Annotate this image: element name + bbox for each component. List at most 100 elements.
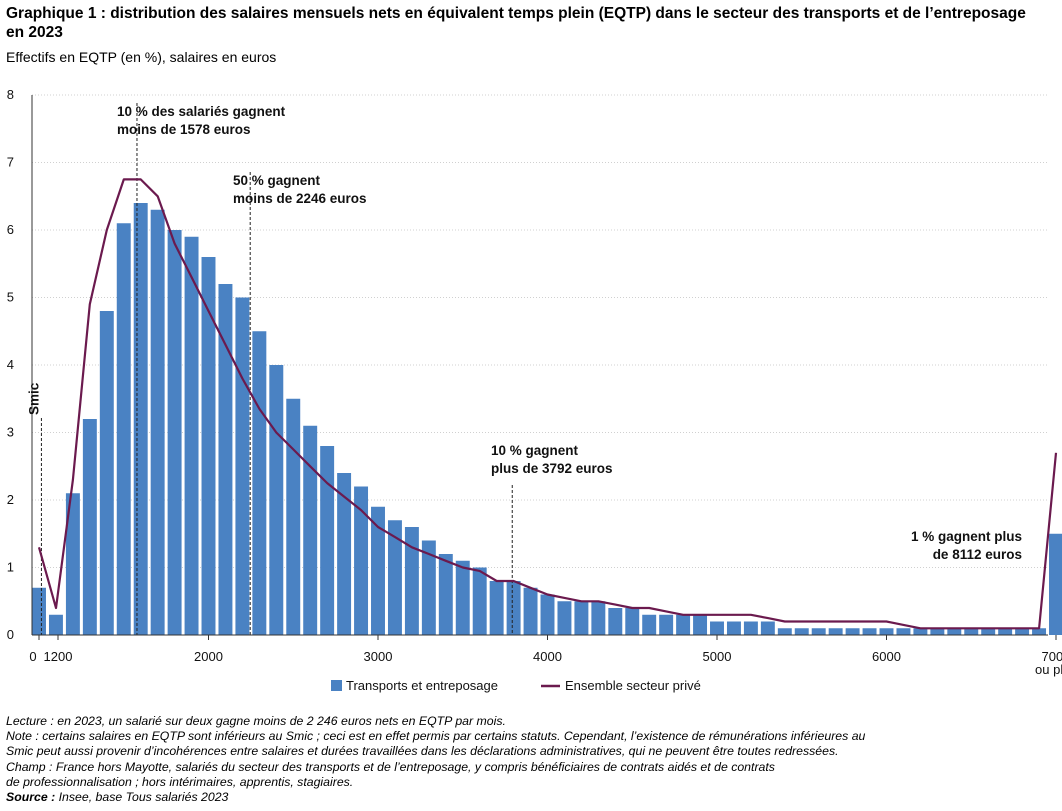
y-tick-label: 4 (7, 357, 14, 372)
legend-label-prive: Ensemble secteur privé (565, 678, 701, 693)
x-tick-label: 7000 (1042, 649, 1062, 664)
bar (32, 587, 46, 635)
axes: 0 1 2 3 4 5 6 7 8 0 1200 2000 3000 4000 5000 6000 7000ou… (7, 87, 1062, 677)
annotation-text: 10 % gagnent (491, 443, 579, 458)
bar (896, 628, 911, 635)
bar (523, 587, 538, 635)
bar (150, 209, 165, 635)
bar (557, 601, 572, 635)
bar (472, 567, 487, 635)
note-source: Source : Insee, base Tous salariés 2023 (6, 790, 1046, 805)
smic-label: Smic (26, 382, 41, 415)
y-tick-label: 3 (7, 425, 14, 440)
bar (218, 284, 233, 635)
bar (1032, 628, 1047, 635)
bar (540, 594, 555, 635)
note-line-note-1: Note : certains salaires en EQTP sont in… (6, 729, 866, 744)
x-tick-label-extra: ou plus (1035, 662, 1062, 677)
bar (387, 520, 402, 635)
note-line-champ-2: de professionnalisation ; hors intérimai… (6, 774, 354, 789)
bar (438, 554, 453, 635)
x-tick-label: 2000 (194, 649, 223, 664)
annotation-lines (40, 103, 513, 635)
bar (371, 506, 385, 635)
x-tick-label: 4000 (533, 649, 562, 664)
bar (489, 581, 504, 635)
bar (693, 614, 708, 635)
bar (48, 614, 63, 635)
bar (676, 614, 691, 635)
bar (930, 628, 945, 635)
bar (184, 236, 199, 635)
bar (777, 628, 792, 635)
bar (642, 614, 657, 635)
annotation-text: 10 % des salariés gagnent (117, 104, 286, 119)
bar (726, 621, 741, 635)
y-tick-label: 5 (7, 290, 14, 305)
bar (879, 628, 894, 635)
salary-distribution-chart: 0 1 2 3 4 5 6 7 8 0 1200 2000 3000 4000 5000 6000 7000ou… (7, 87, 1062, 693)
bar (82, 419, 97, 635)
legend-swatch-transports (331, 680, 342, 691)
bar (1015, 628, 1030, 635)
legend: Transports et entreposage Ensemble secteu… (331, 678, 701, 693)
y-tick-label: 6 (7, 222, 14, 237)
note-line-champ-1: Champ : France hors Mayotte, salariés du… (6, 759, 775, 774)
y-tick-label: 8 (7, 87, 14, 102)
bar (1049, 533, 1062, 635)
bar (625, 608, 640, 635)
bar (421, 540, 436, 635)
chart-subtitle: Effectifs en EQTP (en %), salaires en eu… (6, 49, 277, 65)
y-tick-label: 2 (7, 492, 14, 507)
bar (743, 621, 758, 635)
source-text: Insee, base Tous salariés 2023 (58, 790, 229, 805)
bar (354, 486, 369, 635)
bar (828, 628, 843, 635)
bar (286, 398, 301, 635)
annotation-text: 1 % gagnent plus (911, 529, 1022, 544)
bar (760, 621, 775, 635)
bar (659, 614, 674, 635)
bar (981, 628, 996, 635)
line-ensemble-prive (37, 178, 1058, 630)
bar (320, 446, 335, 635)
annotations: 10 % des salariés gagnent moins de 1578 e… (26, 104, 1022, 562)
line-series-prive (37, 178, 1058, 630)
annotation-text: 50 % gagnent (233, 173, 321, 188)
bar (116, 223, 131, 635)
bar (201, 257, 216, 635)
bar (65, 493, 80, 635)
bar (794, 628, 809, 635)
bar (235, 297, 250, 635)
legend-label-transports: Transports et entreposage (346, 678, 498, 693)
bar (337, 473, 352, 635)
y-tick-label: 1 (7, 560, 14, 575)
bar (591, 601, 606, 635)
note-line-lecture: Lecture : en 2023, un salarié sur deux g… (6, 714, 506, 728)
bar (99, 311, 114, 635)
x-tick-label: 6000 (872, 649, 901, 664)
bar (913, 628, 928, 635)
y-tick-label: 7 (7, 155, 14, 170)
chart-title: Graphique 1 : distribution des salaires … (6, 5, 1026, 41)
y-tick-label: 0 (7, 627, 14, 642)
bar (455, 560, 470, 635)
bar (167, 230, 182, 635)
x-tick-label: 3000 (364, 649, 393, 664)
bar (506, 581, 521, 635)
source-label: Source : (6, 790, 56, 805)
bar (404, 527, 419, 635)
bar (269, 365, 284, 635)
gridlines (32, 94, 1048, 568)
bars-transports (32, 203, 1062, 635)
bar (964, 628, 979, 635)
x-tick-label: 0 (29, 649, 36, 664)
annotation-text: moins de 2246 euros (233, 191, 367, 206)
notes-block: Lecture : en 2023, un salarié sur deux g… (6, 714, 1046, 805)
bar (998, 628, 1013, 635)
bar (845, 628, 860, 635)
bar (133, 203, 148, 635)
annotation-text: de 8112 euros (933, 547, 1022, 562)
bar (252, 331, 267, 635)
bar (947, 628, 962, 635)
